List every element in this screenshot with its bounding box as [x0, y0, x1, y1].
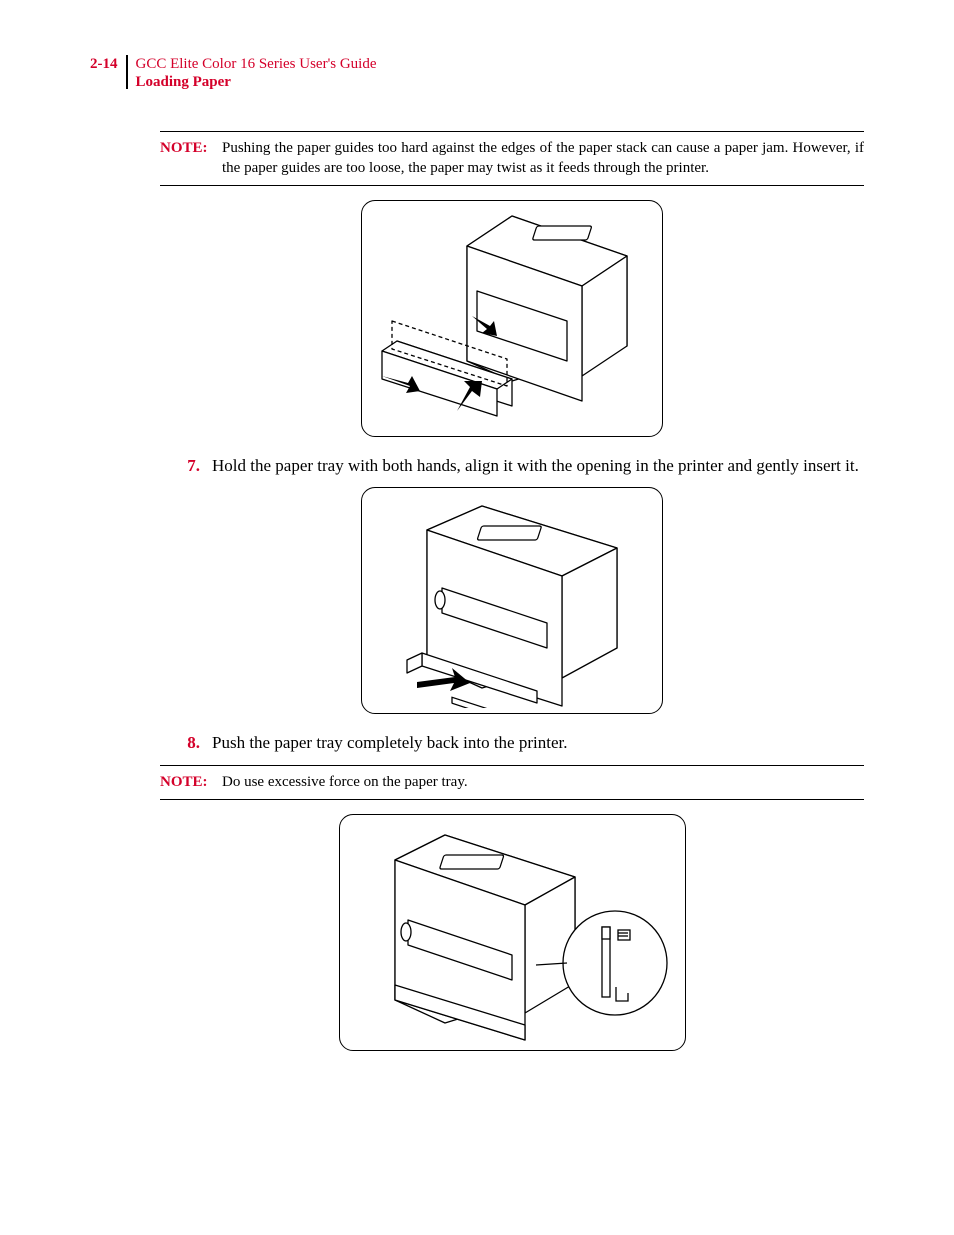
note-text: Do use excessive force on the paper tray… [222, 772, 864, 792]
printer-tray-guides-illustration [361, 200, 663, 437]
note-box-1: NOTE: Pushing the paper guides too hard … [160, 131, 864, 186]
step-7: 7. Hold the paper tray with both hands, … [160, 455, 864, 478]
step-text: Hold the paper tray with both hands, ali… [212, 455, 864, 478]
section-title: Loading Paper [136, 73, 377, 91]
note-box-2: NOTE: Do use excessive force on the pape… [160, 765, 864, 799]
step-number: 7. [160, 455, 212, 478]
page: 2-14 GCC Elite Color 16 Series User's Gu… [0, 0, 954, 1235]
header-titles: GCC Elite Color 16 Series User's Guide L… [128, 55, 377, 91]
printer-illustration-icon [340, 815, 685, 1045]
step-8: 8. Push the paper tray completely back i… [160, 732, 864, 755]
step-text: Push the paper tray completely back into… [212, 732, 864, 755]
step-number: 8. [160, 732, 212, 755]
page-number: 2-14 [90, 55, 128, 89]
printer-closed-detail-illustration [339, 814, 686, 1051]
note-label: NOTE: [160, 772, 222, 792]
figure-3 [160, 814, 864, 1051]
printer-tray-insert-illustration [361, 487, 663, 714]
printer-illustration-icon [362, 201, 662, 431]
figure-2 [160, 487, 864, 714]
note-text: Pushing the paper guides too hard agains… [222, 138, 864, 179]
guide-title: GCC Elite Color 16 Series User's Guide [136, 55, 377, 73]
figure-1 [160, 200, 864, 437]
content-area: NOTE: Pushing the paper guides too hard … [160, 131, 864, 1051]
note-label: NOTE: [160, 138, 222, 179]
printer-illustration-icon [362, 488, 662, 708]
page-header: 2-14 GCC Elite Color 16 Series User's Gu… [90, 55, 864, 91]
